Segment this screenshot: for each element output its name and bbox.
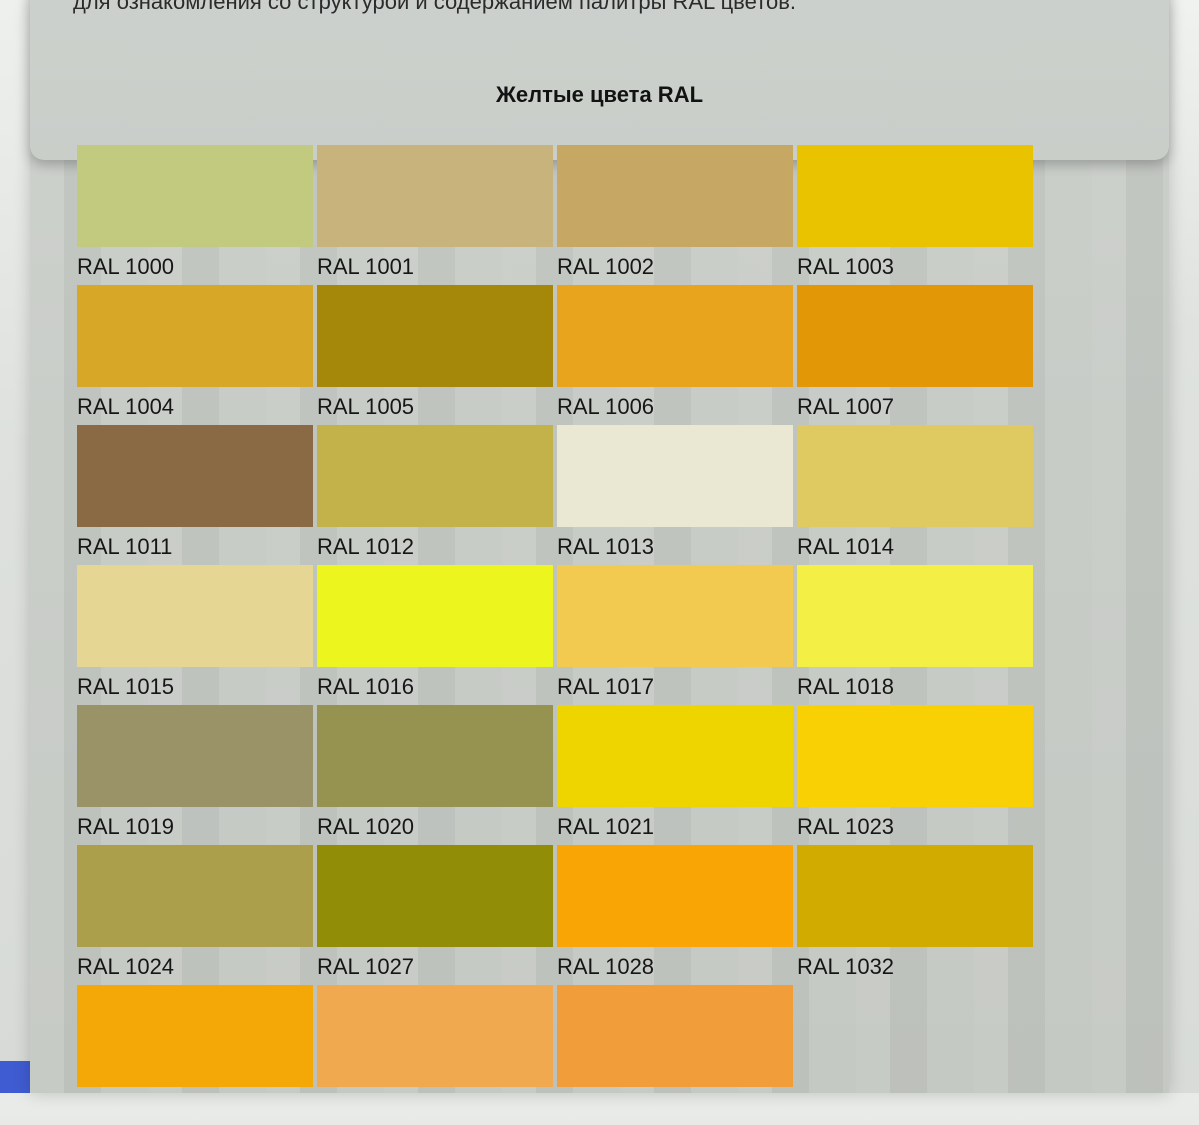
color-cell: RAL 1004: [77, 285, 313, 425]
swatch-label: RAL 1002: [557, 247, 793, 285]
color-swatch: [317, 145, 553, 247]
color-cell: RAL 1018: [797, 565, 1033, 705]
color-swatch: [557, 565, 793, 667]
color-swatch: [77, 845, 313, 947]
color-swatch: [557, 705, 793, 807]
page-background-left: [0, 0, 30, 1093]
swatch-label: RAL 1027: [317, 947, 553, 985]
content-area: для ознакомления со структурой и содержа…: [30, 0, 1169, 1093]
swatch-label: RAL 1023: [797, 807, 1033, 845]
color-cell: RAL 1024: [77, 845, 313, 985]
color-cell: RAL 1020: [317, 705, 553, 845]
swatch-label: RAL 1014: [797, 527, 1033, 565]
color-swatch: [317, 705, 553, 807]
color-cell: RAL 1001: [317, 145, 553, 285]
header-card: для ознакомления со структурой и содержа…: [30, 0, 1169, 160]
color-cell: RAL 1028: [557, 845, 793, 985]
color-cell: RAL 1027: [317, 845, 553, 985]
page-background-right: [1169, 0, 1199, 1093]
color-cell: [317, 985, 553, 1125]
swatch-label: RAL 1012: [317, 527, 553, 565]
color-swatch: [77, 705, 313, 807]
color-swatch: [557, 425, 793, 527]
color-cell: RAL 1032: [797, 845, 1033, 985]
intro-text: для ознакомления со структурой и содержа…: [73, 0, 1123, 15]
color-cell: RAL 1012: [317, 425, 553, 565]
color-cell: RAL 1023: [797, 705, 1033, 845]
color-cell: RAL 1013: [557, 425, 793, 565]
color-cell: RAL 1011: [77, 425, 313, 565]
color-swatch: [797, 705, 1033, 807]
color-cell: RAL 1015: [77, 565, 313, 705]
swatch-label: RAL 1017: [557, 667, 793, 705]
swatch-label: RAL 1032: [797, 947, 1033, 985]
color-swatch: [77, 425, 313, 527]
blue-corner-accent: [0, 1061, 30, 1093]
swatch-label: RAL 1004: [77, 387, 313, 425]
color-cell: RAL 1005: [317, 285, 553, 425]
color-swatch: [77, 565, 313, 667]
color-cell: RAL 1014: [797, 425, 1033, 565]
color-swatch: [797, 845, 1033, 947]
color-swatch: [557, 285, 793, 387]
color-swatch: [317, 845, 553, 947]
color-cell: RAL 1003: [797, 145, 1033, 285]
color-swatch: [317, 985, 553, 1087]
color-cell: RAL 1000: [77, 145, 313, 285]
color-swatch: [797, 425, 1033, 527]
color-cell: RAL 1019: [77, 705, 313, 845]
color-swatch: [317, 285, 553, 387]
swatch-label: RAL 1001: [317, 247, 553, 285]
color-swatch: [797, 565, 1033, 667]
color-cell: [77, 985, 313, 1125]
swatch-label: RAL 1006: [557, 387, 793, 425]
color-swatch: [317, 565, 553, 667]
color-swatch: [797, 285, 1033, 387]
swatch-label: RAL 1011: [77, 527, 313, 565]
swatch-label: RAL 1015: [77, 667, 313, 705]
color-swatch: [77, 285, 313, 387]
color-cell: RAL 1007: [797, 285, 1033, 425]
swatch-label: RAL 1020: [317, 807, 553, 845]
swatch-label: RAL 1000: [77, 247, 313, 285]
color-swatch: [77, 985, 313, 1087]
swatch-label: RAL 1005: [317, 387, 553, 425]
color-cell: [557, 985, 793, 1125]
color-swatch: [557, 845, 793, 947]
section-title: Желтые цвета RAL: [30, 82, 1169, 108]
color-cell: RAL 1021: [557, 705, 793, 845]
swatch-label: RAL 1003: [797, 247, 1033, 285]
color-swatch: [557, 985, 793, 1087]
swatch-label: RAL 1019: [77, 807, 313, 845]
color-swatch: [557, 145, 793, 247]
color-cell: RAL 1017: [557, 565, 793, 705]
swatch-label: RAL 1018: [797, 667, 1033, 705]
color-swatch: [797, 145, 1033, 247]
swatch-label: RAL 1016: [317, 667, 553, 705]
color-swatch: [77, 145, 313, 247]
swatch-label: RAL 1007: [797, 387, 1033, 425]
color-cell: RAL 1002: [557, 145, 793, 285]
swatch-label: RAL 1024: [77, 947, 313, 985]
swatch-label: RAL 1028: [557, 947, 793, 985]
swatch-label: RAL 1021: [557, 807, 793, 845]
swatch-label: RAL 1013: [557, 527, 793, 565]
color-cell: RAL 1006: [557, 285, 793, 425]
color-cell: RAL 1016: [317, 565, 553, 705]
color-swatch: [317, 425, 553, 527]
